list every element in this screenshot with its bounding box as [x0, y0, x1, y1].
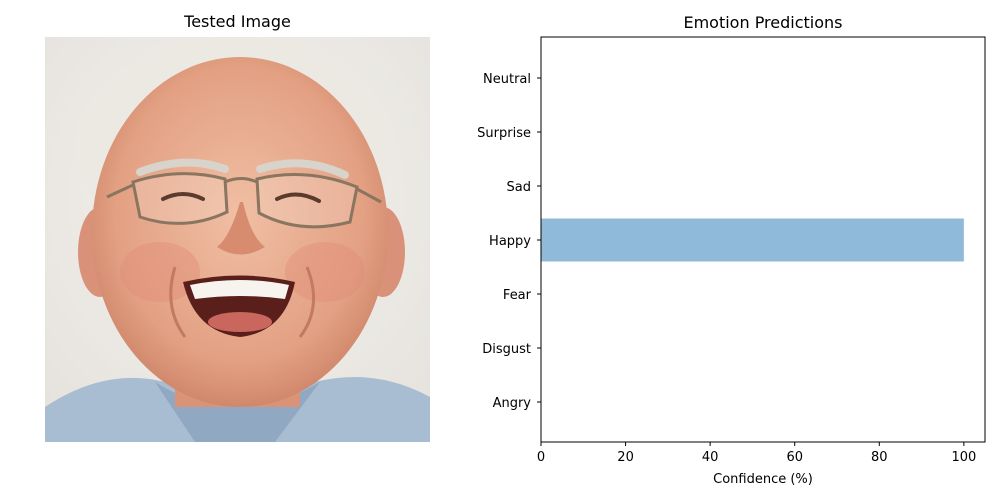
x-tick-label: 40 — [702, 450, 719, 465]
x-axis-label: Confidence (%) — [713, 472, 813, 487]
y-tick-label: Fear — [503, 288, 532, 303]
bar-happy — [541, 218, 964, 262]
x-tick-label: 100 — [951, 450, 976, 465]
x-tick-label: 60 — [786, 450, 803, 465]
image-title: Tested Image — [184, 12, 291, 31]
x-tick-label: 0 — [537, 450, 545, 465]
x-tick-label: 80 — [871, 450, 888, 465]
y-tick-label: Disgust — [482, 342, 531, 357]
y-tick-label: Angry — [493, 396, 532, 411]
x-tick-label: 20 — [617, 450, 634, 465]
chart-title: Emotion Predictions — [683, 13, 842, 32]
y-tick-label: Neutral — [483, 72, 531, 87]
face-photo — [45, 37, 430, 442]
y-tick-label: Surprise — [477, 126, 531, 141]
y-tick-label: Happy — [489, 234, 531, 249]
y-tick-label: Sad — [507, 180, 531, 195]
